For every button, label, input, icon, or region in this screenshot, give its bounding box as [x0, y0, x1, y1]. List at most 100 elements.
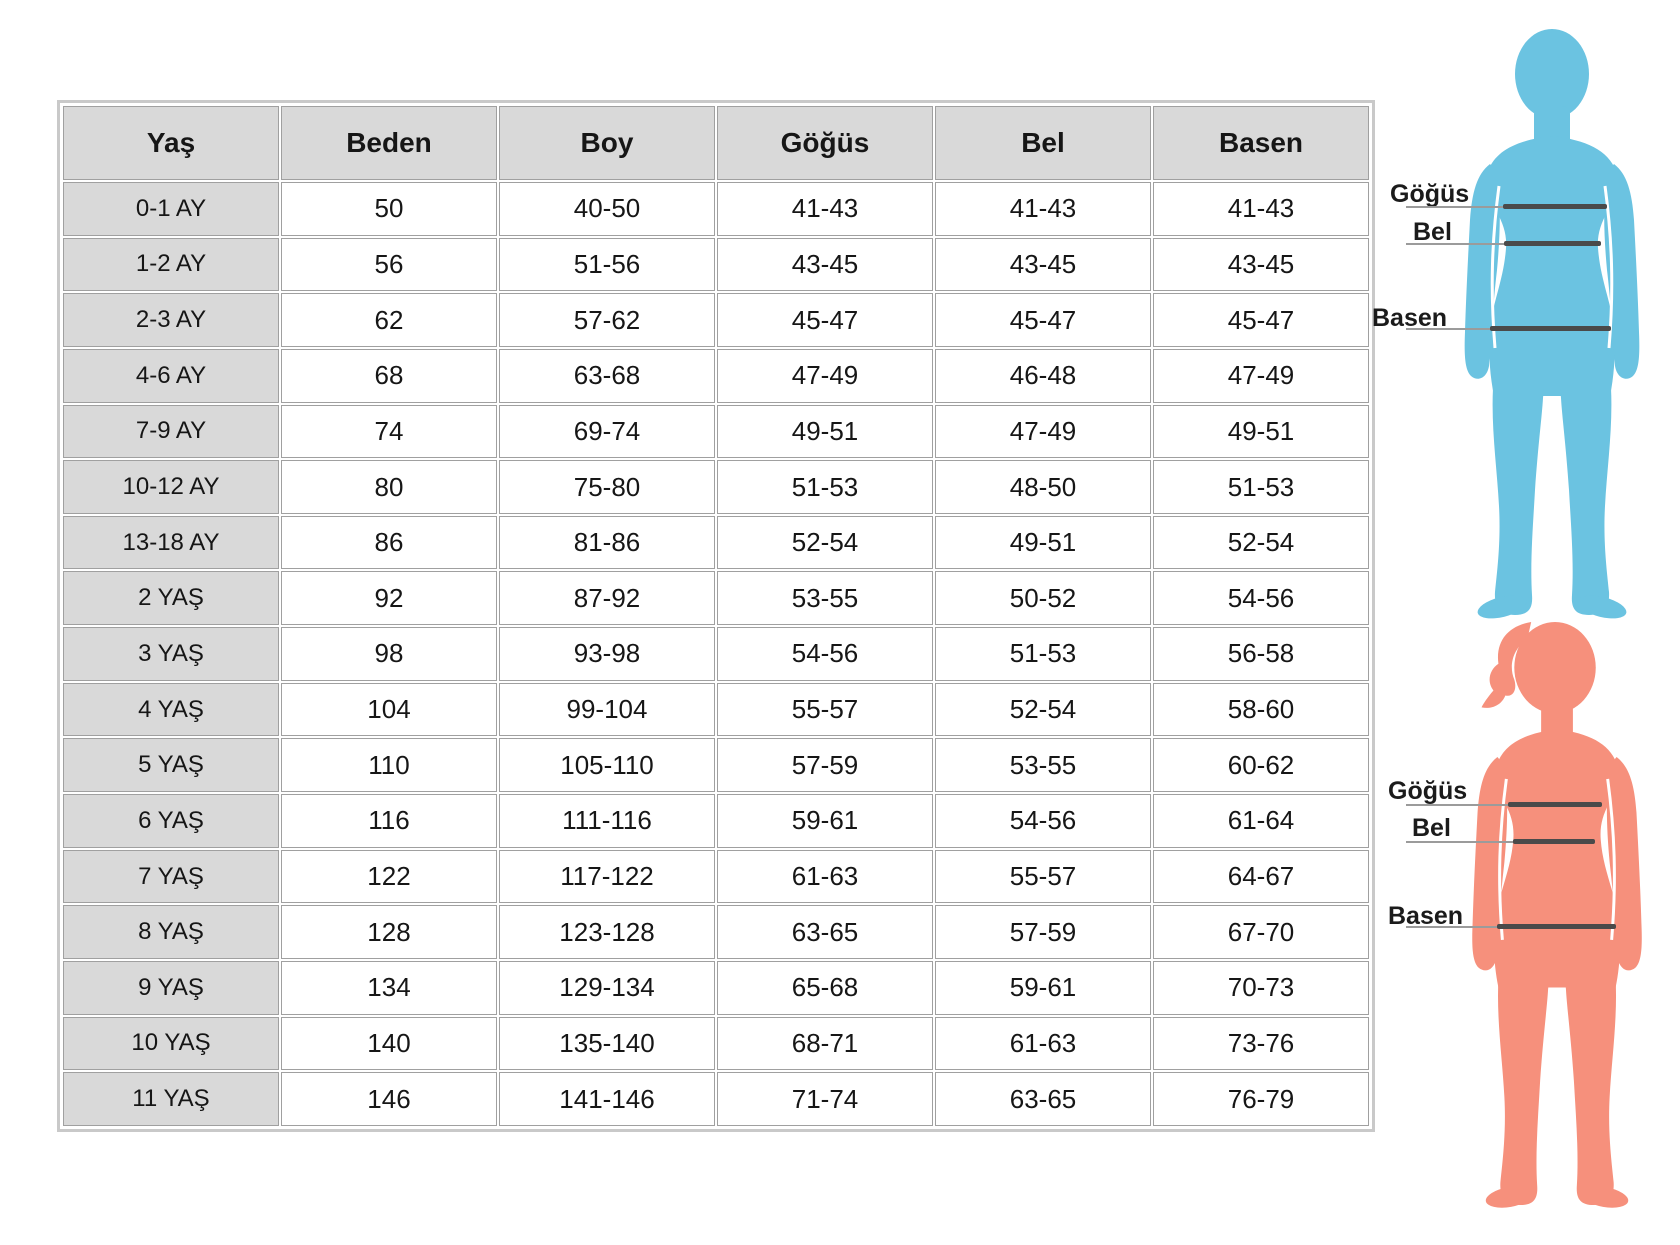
girl-left-foot: [1485, 1186, 1533, 1208]
cell-waist: 45-47: [935, 293, 1151, 347]
row-label: 9 YAŞ: [63, 960, 279, 1015]
table-row: 10-12 AY 80 75-80 51-53 48-50 51-53: [63, 460, 1369, 514]
cell-size: 122: [281, 849, 497, 904]
boy-hip-label: Basen: [1372, 304, 1448, 332]
column-header-waist: Bel: [935, 106, 1151, 180]
row-label: 1-2 AY: [63, 237, 279, 292]
girl-left-leg: [1498, 979, 1550, 1206]
cell-hip: 52-54: [1153, 515, 1369, 570]
cell-chest: 57-59: [717, 738, 933, 793]
cell-waist: 51-53: [935, 627, 1151, 681]
girl-waist-measure-line: [1513, 839, 1595, 844]
cell-waist: 50-52: [935, 571, 1151, 626]
row-label: 2 YAŞ: [63, 571, 279, 626]
row-label: 10-12 AY: [63, 460, 279, 514]
cell-size: 56: [281, 237, 497, 292]
cell-hip: 43-45: [1153, 237, 1369, 292]
row-label: 3 YAŞ: [63, 627, 279, 681]
cell-waist: 61-63: [935, 1016, 1151, 1071]
boy-hip-leader-line: [1406, 328, 1492, 330]
cell-size: 140: [281, 1016, 497, 1071]
table-row: 4-6 AY 68 63-68 47-49 46-48 47-49: [63, 348, 1369, 403]
cell-waist: 63-65: [935, 1072, 1151, 1126]
cell-waist: 47-49: [935, 404, 1151, 459]
cell-height: 81-86: [499, 515, 715, 570]
column-header-age: Yaş: [63, 106, 279, 180]
column-header-hip: Basen: [1153, 106, 1369, 180]
table-row: 2 YAŞ 92 87-92 53-55 50-52 54-56: [63, 571, 1369, 626]
cell-chest: 71-74: [717, 1072, 933, 1126]
cell-size: 104: [281, 682, 497, 737]
table-row: 9 YAŞ 134 129-134 65-68 59-61 70-73: [63, 960, 1369, 1015]
table-row: 4 YAŞ 104 99-104 55-57 52-54 58-60: [63, 682, 1369, 737]
cell-height: 75-80: [499, 460, 715, 514]
girl-hip-leader-line: [1406, 926, 1499, 928]
row-label: 13-18 AY: [63, 515, 279, 570]
cell-height: 63-68: [499, 348, 715, 403]
cell-hip: 73-76: [1153, 1016, 1369, 1071]
boy-left-leg: [1492, 388, 1544, 615]
size-table-header: Yaş Beden Boy Göğüs Bel Basen: [63, 106, 1369, 180]
cell-hip: 47-49: [1153, 348, 1369, 403]
table-row: 13-18 AY 86 81-86 52-54 49-51 52-54: [63, 515, 1369, 570]
row-label: 0-1 AY: [63, 182, 279, 236]
cell-waist: 54-56: [935, 794, 1151, 848]
cell-chest: 47-49: [717, 348, 933, 403]
row-label: 6 YAŞ: [63, 794, 279, 848]
row-label: 5 YAŞ: [63, 738, 279, 793]
cell-chest: 49-51: [717, 404, 933, 459]
cell-size: 116: [281, 794, 497, 848]
cell-waist: 55-57: [935, 849, 1151, 904]
boy-silhouette: [1462, 26, 1646, 620]
row-label: 7 YAŞ: [63, 849, 279, 904]
girl-chest-measure-line: [1508, 802, 1602, 807]
cell-chest: 52-54: [717, 515, 933, 570]
row-label: 10 YAŞ: [63, 1016, 279, 1071]
cell-height: 99-104: [499, 682, 715, 737]
cell-waist: 49-51: [935, 515, 1151, 570]
cell-waist: 59-61: [935, 960, 1151, 1015]
row-label: 11 YAŞ: [63, 1072, 279, 1126]
row-label: 4 YAŞ: [63, 682, 279, 737]
cell-size: 98: [281, 627, 497, 681]
cell-hip: 51-53: [1153, 460, 1369, 514]
cell-height: 69-74: [499, 404, 715, 459]
size-table-grid: Yaş Beden Boy Göğüs Bel Basen 0-1 AY 50 40-50 41…: [61, 104, 1371, 1128]
boy-right-arm: [1604, 164, 1640, 379]
girl-left-arm: [1472, 757, 1508, 971]
cell-hip: 61-64: [1153, 794, 1369, 848]
cell-hip: 76-79: [1153, 1072, 1369, 1126]
cell-height: 40-50: [499, 182, 715, 236]
boy-right-leg: [1560, 388, 1612, 615]
cell-waist: 43-45: [935, 237, 1151, 292]
cell-height: 129-134: [499, 960, 715, 1015]
cell-height: 51-56: [499, 237, 715, 292]
cell-hip: 54-56: [1153, 571, 1369, 626]
cell-height: 93-98: [499, 627, 715, 681]
girl-chest-label: Göğüs: [1388, 777, 1468, 805]
boy-left-foot: [1477, 595, 1527, 619]
cell-chest: 45-47: [717, 293, 933, 347]
boy-head: [1515, 29, 1589, 119]
table-row: 5 YAŞ 110 105-110 57-59 53-55 60-62: [63, 738, 1369, 793]
table-row: 7 YAŞ 122 117-122 61-63 55-57 64-67: [63, 849, 1369, 904]
boy-chest-label: Göğüs: [1390, 180, 1470, 208]
cell-size: 134: [281, 960, 497, 1015]
cell-waist: 57-59: [935, 905, 1151, 959]
table-row: 8 YAŞ 128 123-128 63-65 57-59 67-70: [63, 905, 1369, 959]
girl-head: [1514, 621, 1596, 714]
column-header-height: Boy: [499, 106, 715, 180]
table-row: 0-1 AY 50 40-50 41-43 41-43 41-43: [63, 182, 1369, 236]
cell-size: 128: [281, 905, 497, 959]
cell-chest: 65-68: [717, 960, 933, 1015]
table-row: 7-9 AY 74 69-74 49-51 47-49 49-51: [63, 404, 1369, 459]
cell-hip: 58-60: [1153, 682, 1369, 737]
girl-right-foot: [1581, 1186, 1629, 1208]
cell-chest: 59-61: [717, 794, 933, 848]
cell-size: 110: [281, 738, 497, 793]
cell-waist: 48-50: [935, 460, 1151, 514]
girl-hip-label: Basen: [1388, 902, 1464, 930]
cell-height: 135-140: [499, 1016, 715, 1071]
cell-size: 80: [281, 460, 497, 514]
